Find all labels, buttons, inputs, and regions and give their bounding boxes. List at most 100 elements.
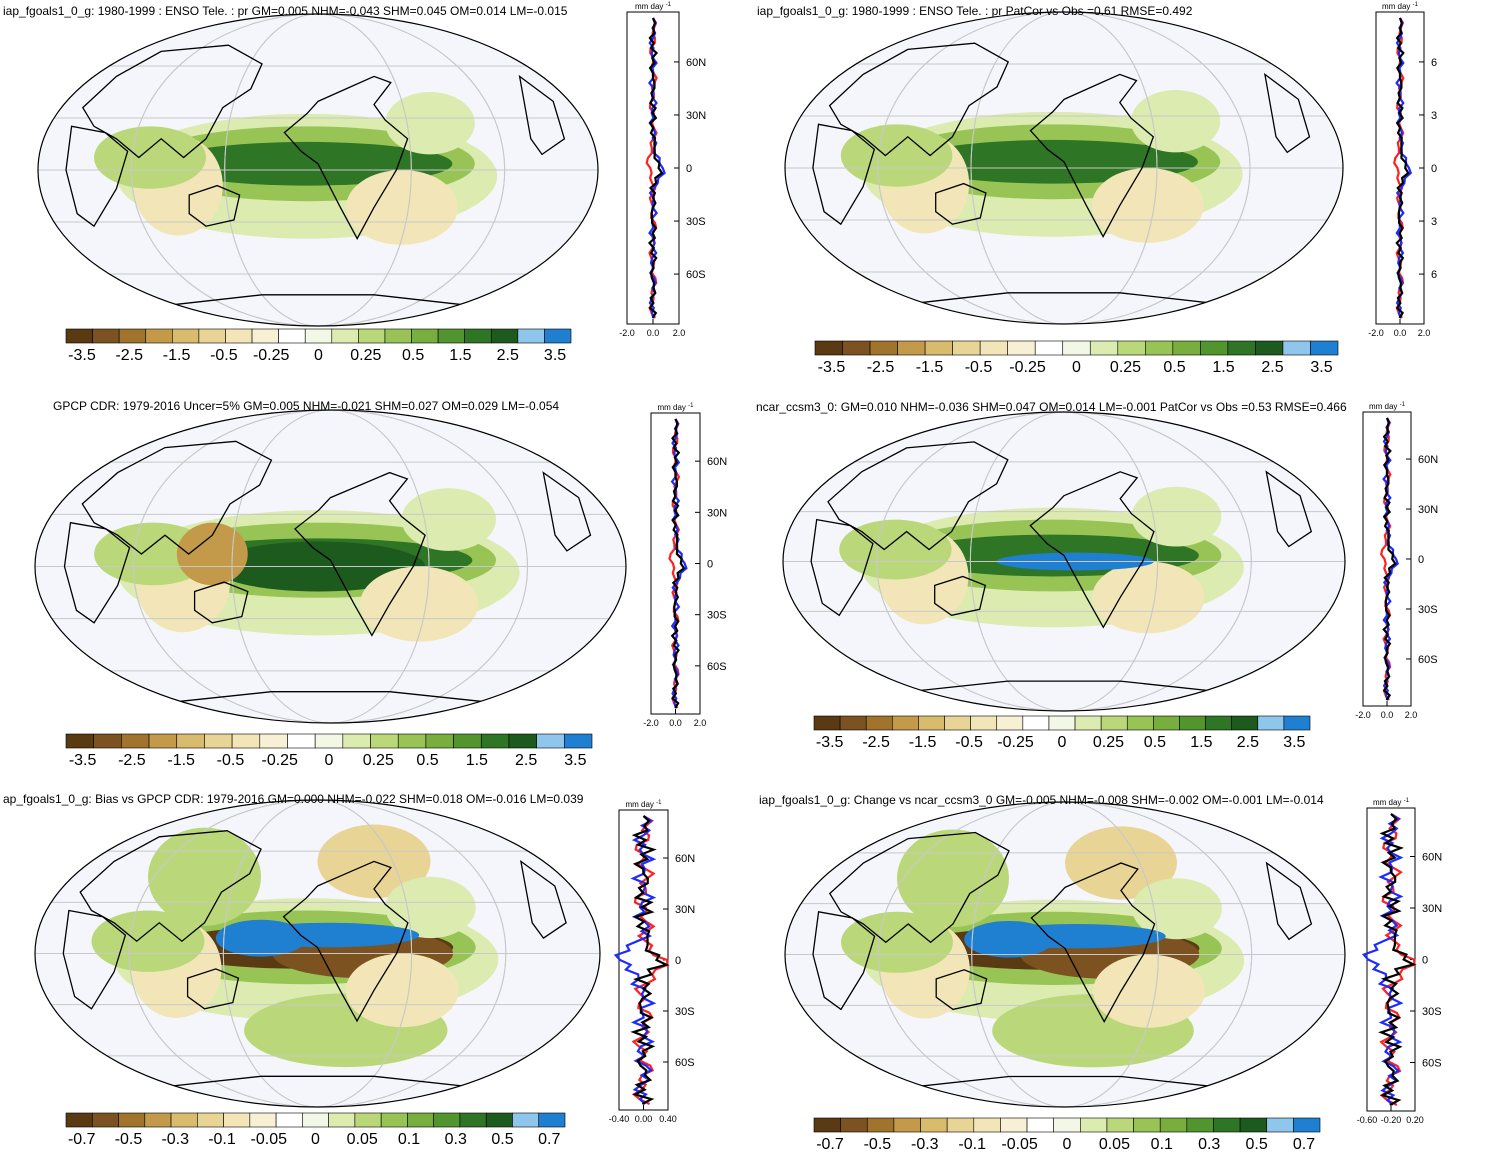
zonal-mean-plot-5: mm day -1 60N 30N 0 30S 60S -0.60 -0.20 0.20 xyxy=(1357,798,1442,1125)
colorbar-swatch xyxy=(490,328,519,344)
colorbar-swatch xyxy=(1089,340,1119,356)
x-tick-label: -0.60 xyxy=(1357,1115,1378,1125)
colorbar-swatch xyxy=(485,1112,513,1128)
units-label: mm day -1 xyxy=(625,800,662,809)
colorbar-swatch xyxy=(1117,340,1146,356)
lat-tick-label: 60S xyxy=(675,1057,695,1069)
colorbar-swatch xyxy=(918,715,945,731)
anomaly-region xyxy=(964,920,1054,958)
colorbar-swatch xyxy=(840,1117,868,1133)
colorbar-swatch xyxy=(536,733,565,749)
colorbar-label: -1.5 xyxy=(167,752,195,769)
colorbar-swatch xyxy=(204,733,233,749)
zonal-line-black xyxy=(630,815,670,1105)
colorbar-swatch xyxy=(172,328,200,344)
lat-tick-label: 60N xyxy=(686,57,706,69)
colorbar-swatch xyxy=(1200,340,1229,356)
colorbar-swatch xyxy=(1266,1117,1294,1133)
colorbar-swatch xyxy=(231,733,261,749)
colorbar-label: -0.7 xyxy=(816,1136,844,1150)
units-label: mm day -1 xyxy=(1369,402,1406,411)
longitude-gridline xyxy=(877,802,1253,1107)
coastline xyxy=(1265,470,1313,548)
colorbar-swatch xyxy=(170,1112,198,1128)
map-panel-3 xyxy=(782,411,1346,712)
map-border xyxy=(34,799,601,1108)
colorbar-swatch xyxy=(358,328,386,344)
colorbar-3: -3.5 -2.5 -1.5 -0.5 -0.25 0 0.25 0.5 1.5 2.5 3.5 xyxy=(813,715,1311,751)
colorbar-label: -3.5 xyxy=(68,347,96,364)
colorbar-swatch xyxy=(813,715,841,731)
coastline xyxy=(896,1075,1234,1090)
colorbar-label: 0.3 xyxy=(445,1131,467,1148)
colorbar-swatch xyxy=(314,733,344,749)
anomaly-region xyxy=(1131,486,1222,547)
colorbar-swatch xyxy=(814,340,843,356)
colorbar-label: 0.25 xyxy=(350,347,381,364)
lat-tick-label: 30S xyxy=(1422,1006,1442,1018)
coastline xyxy=(65,125,129,228)
coastline xyxy=(812,123,876,226)
colorbar-label: 2.5 xyxy=(497,347,519,364)
colorbar-swatch xyxy=(839,715,867,731)
colorbar-label: 0.25 xyxy=(1110,359,1141,376)
lat-tick-label: 30N xyxy=(1418,504,1438,516)
coastline xyxy=(1029,73,1155,238)
colorbar-swatch xyxy=(1000,1117,1028,1133)
colorbar-swatch xyxy=(1179,715,1206,731)
x-tick-label: 0.0 xyxy=(1381,710,1394,720)
panel-title-0: iap_fgoals1_0_g: 1980-1999 : ENSO Tele. … xyxy=(3,4,568,18)
lat-tick-label: 30N xyxy=(1422,903,1442,915)
lat-tick-label: 6 xyxy=(1431,269,1437,281)
colorbar-swatch xyxy=(176,733,205,749)
colorbar-label: -0.5 xyxy=(864,1136,892,1150)
anomaly-region xyxy=(1092,561,1205,634)
colorbar-swatch xyxy=(464,328,492,344)
longitude-gridline xyxy=(130,14,506,326)
coastline xyxy=(62,909,127,1010)
colorbar-swatch xyxy=(920,1117,948,1133)
map-panel-1 xyxy=(784,11,1344,325)
panel-title-1: iap_fgoals1_0_g: 1980-1999 : ENSO Tele. … xyxy=(757,4,1193,18)
colorbar-label: 0.5 xyxy=(491,1131,513,1148)
colorbar-swatch xyxy=(328,1112,356,1128)
map-panel-4 xyxy=(34,799,601,1108)
colorbar-label: 0.7 xyxy=(538,1131,560,1148)
coastline xyxy=(827,441,1009,551)
lat-tick-label: 30N xyxy=(675,904,695,916)
colorbar-swatch xyxy=(517,328,545,344)
colorbar-swatch xyxy=(65,733,94,749)
panel-title-4: ap_fgoals1_0_g: Bias vs GPCP CDR: 1979-2… xyxy=(3,792,584,806)
colorbar-label: 0.1 xyxy=(398,1131,420,1148)
colorbar-swatch xyxy=(1145,340,1174,356)
coastline xyxy=(81,44,263,159)
colorbar-swatch xyxy=(144,1112,172,1128)
x-tick-label: -2.0 xyxy=(619,328,635,338)
map-panel-2 xyxy=(34,409,627,724)
colorbar-label: 1.5 xyxy=(1212,359,1234,376)
coastline xyxy=(935,182,987,225)
lat-tick-label: 0 xyxy=(686,163,692,175)
colorbar-label: -1.5 xyxy=(916,359,944,376)
colorbar-swatch xyxy=(1126,715,1154,731)
colorbar-swatch xyxy=(225,328,253,344)
colorbar-swatch xyxy=(278,328,306,344)
coastline xyxy=(1265,861,1313,941)
colorbar-swatch xyxy=(869,340,898,356)
zonal-line-black xyxy=(647,17,664,319)
lat-tick-label: 60N xyxy=(707,456,727,468)
coastline xyxy=(81,440,273,555)
colorbar-label: -0.25 xyxy=(253,347,290,364)
coastline xyxy=(79,830,262,943)
colorbar-swatch xyxy=(480,733,510,749)
colorbar-swatch xyxy=(93,733,122,749)
coastline xyxy=(193,581,249,624)
colorbar-swatch xyxy=(1227,340,1256,356)
anomaly-region xyxy=(91,910,205,972)
colorbar-label: 0.05 xyxy=(1099,1136,1130,1150)
lat-tick-label: 60N xyxy=(675,853,695,865)
colorbar-swatch xyxy=(92,328,120,344)
zonal-mean-plot-0: mm day -1 60N 30N 0 30S 60S -2.0 0.0 2.0 xyxy=(619,2,706,338)
x-tick-label: -0.40 xyxy=(609,1114,630,1124)
colorbar-swatch xyxy=(1106,1117,1134,1133)
